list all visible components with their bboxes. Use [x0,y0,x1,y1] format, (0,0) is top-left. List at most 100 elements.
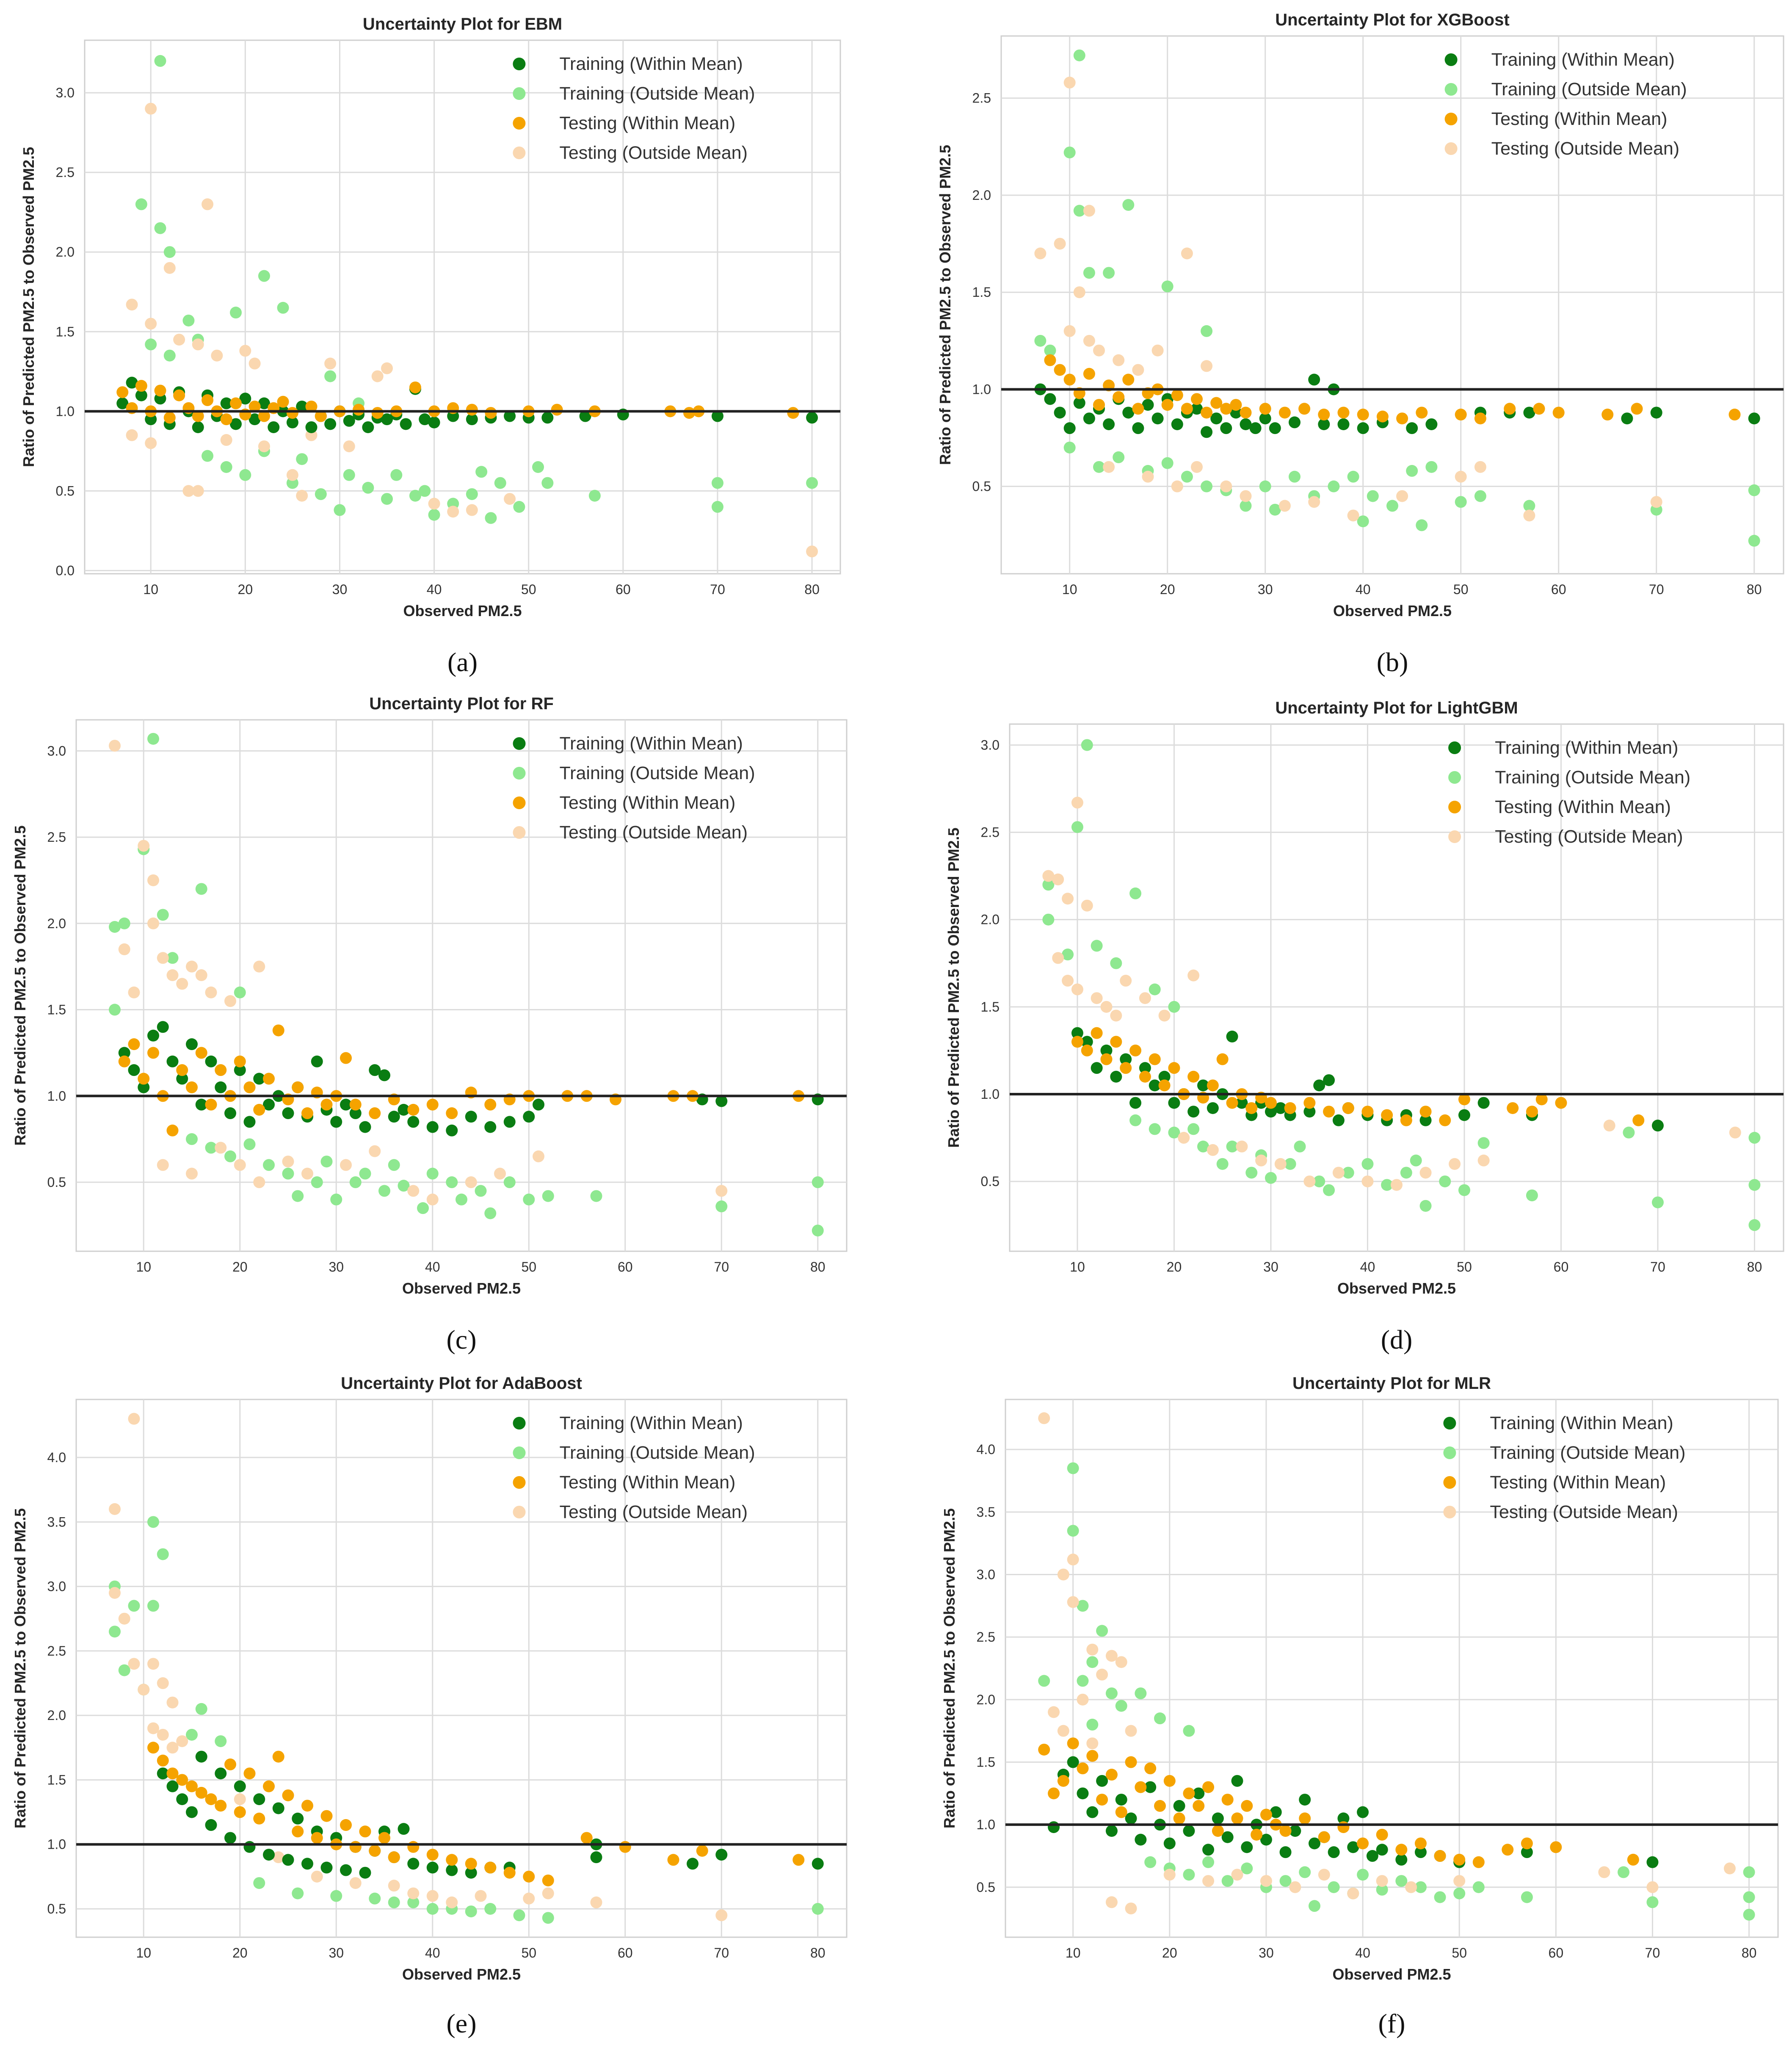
data-point [1086,1656,1099,1668]
data-point [1067,1756,1079,1768]
data-point [1083,335,1095,347]
data-point [378,1069,390,1081]
data-point [466,404,478,416]
data-point [1265,1097,1277,1109]
data-point [1477,1137,1490,1149]
data-point [311,1832,323,1844]
data-point [166,1780,179,1792]
data-point [1328,1846,1340,1858]
data-point [1202,1844,1215,1856]
data-point [1212,1812,1224,1825]
data-point [253,1103,265,1116]
data-point [378,1832,390,1844]
data-point [1455,409,1467,421]
data-point [359,1825,371,1838]
data-point [324,370,337,382]
data-point [1318,1869,1330,1881]
data-point [1110,1036,1122,1048]
data-point [1646,1856,1659,1868]
legend-label: Training (Outside Mean) [559,83,755,104]
data-point [258,410,270,422]
data-point [1073,397,1085,409]
legend-label: Training (Outside Mean) [560,763,755,783]
data-point [1212,1825,1224,1837]
data-point [253,1812,265,1825]
data-point [253,1877,265,1889]
data-point [806,477,818,489]
data-point [378,1185,390,1197]
data-point [1191,393,1203,405]
data-point [1472,1881,1485,1893]
data-point [1093,461,1105,473]
data-point [1086,1718,1099,1731]
data-point [1618,1866,1629,1878]
data-point [253,1073,265,1085]
data-point [687,1858,699,1870]
data-point [426,1121,439,1133]
data-point [426,1098,439,1111]
data-point [407,1841,420,1853]
data-point [195,883,207,895]
data-point [1171,480,1183,492]
data-point [1071,796,1083,809]
legend-label: Testing (Within Mean) [560,1472,736,1493]
data-point [619,1841,631,1853]
data-point [1105,1896,1118,1908]
data-point [1216,1158,1229,1170]
data-point [343,469,355,481]
data-point [1183,1825,1195,1837]
data-point [1100,1053,1113,1065]
y-tick-label: 1.0 [56,404,75,419]
data-point [249,401,261,413]
data-point [272,1750,284,1763]
data-point [1168,1126,1180,1139]
y-tick-label: 1.0 [47,1837,66,1852]
legend-marker [513,1476,526,1489]
data-point [1337,1821,1350,1833]
data-point [157,952,169,964]
data-point [1161,399,1173,411]
data-point [1279,1846,1292,1858]
data-point [812,1225,824,1237]
data-point [1168,1001,1180,1013]
data-point [715,1095,728,1107]
data-point [1221,1875,1234,1887]
data-point [1083,267,1095,279]
data-point [1533,403,1545,415]
data-point [145,338,157,351]
data-point [1357,409,1369,421]
data-point [504,410,516,422]
data-point [1105,1769,1118,1781]
data-point [1063,147,1076,159]
data-point [466,504,478,516]
data-point [1376,410,1389,423]
data-point [1323,1106,1335,1118]
y-tick-label: 3.0 [977,1567,995,1582]
data-point [523,1193,535,1206]
data-point [1067,1554,1079,1566]
data-point [1081,739,1093,751]
data-point [371,407,384,419]
data-point [446,1896,458,1908]
data-point [1328,1881,1340,1893]
x-axis-label: Observed PM2.5 [1337,1280,1456,1297]
data-point [1201,406,1213,419]
data-point [340,1819,352,1831]
data-point [1100,1001,1113,1013]
data-point [1523,406,1535,419]
data-point [126,299,138,311]
data-point [243,1841,256,1853]
data-point [400,418,412,430]
data-point [1086,1643,1099,1656]
data-point [1181,403,1193,415]
data-point [215,1142,227,1154]
data-point [446,1124,458,1136]
data-point [1278,500,1291,512]
data-point [1400,1114,1412,1126]
data-point [192,485,204,497]
data-point [349,1098,362,1111]
data-point [1342,1167,1354,1179]
x-tick-label: 70 [714,1259,729,1275]
data-point [1361,1158,1374,1170]
data-point [1034,335,1046,347]
